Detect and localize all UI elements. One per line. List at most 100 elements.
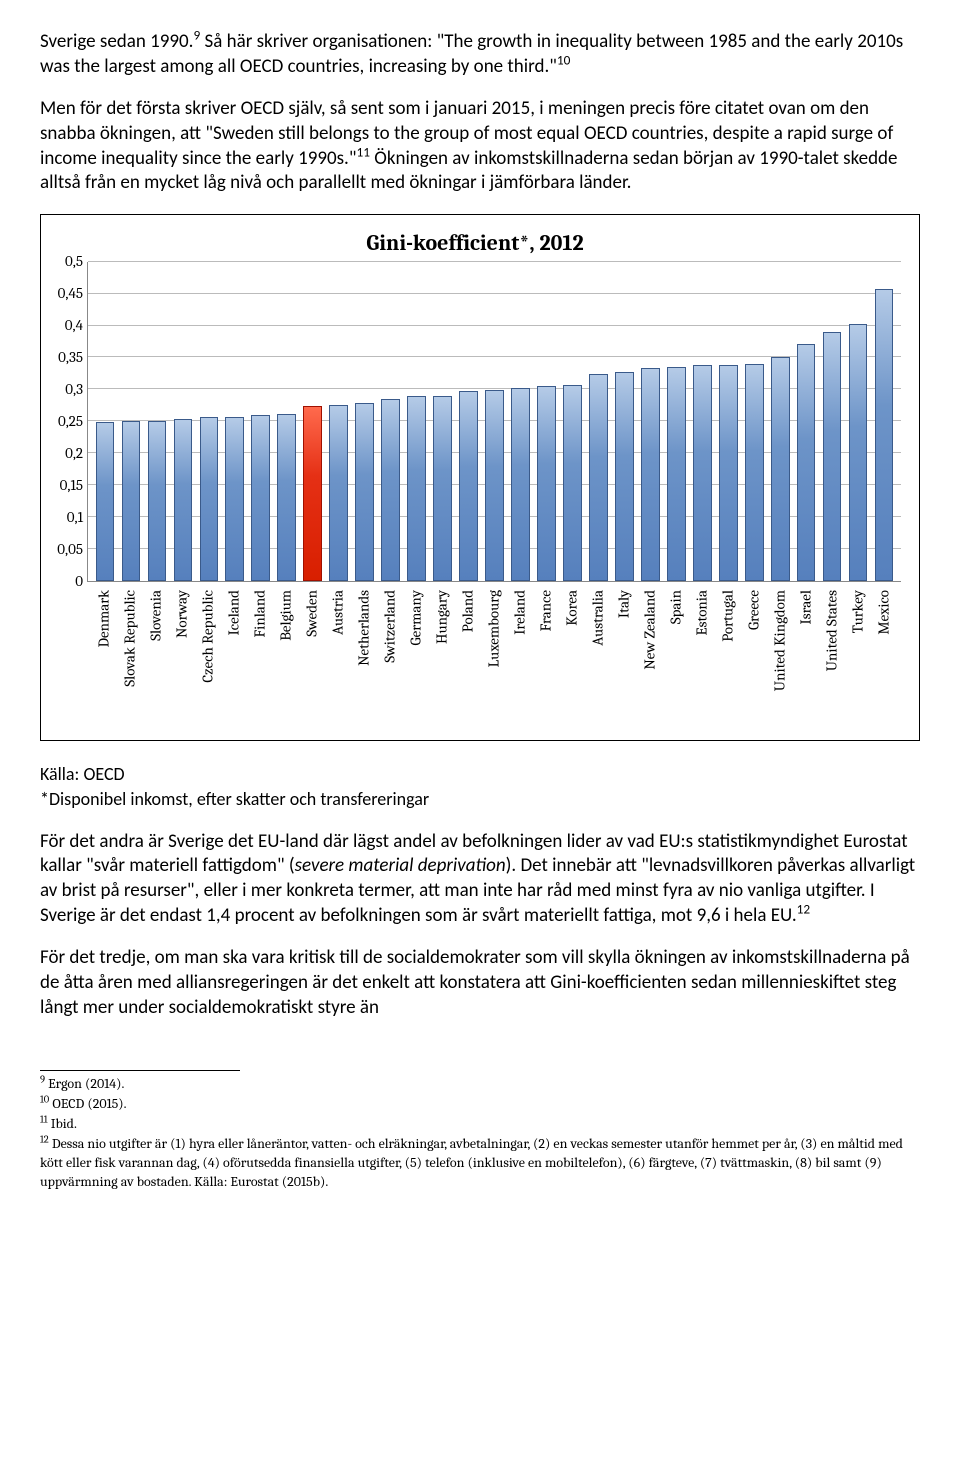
bar-slot — [248, 262, 274, 581]
bar-czech-republic — [200, 417, 219, 580]
footnote-12: 12 Dessa nio utgifter är (1) hyra eller … — [40, 1135, 920, 1192]
bar-slot — [482, 262, 508, 581]
bar-poland — [459, 391, 478, 581]
bar-slot — [637, 262, 663, 581]
p1-text-a: Sverige sedan 1990. — [40, 30, 193, 53]
bar-slovenia — [148, 421, 167, 581]
y-tick-label: 0,5 — [49, 252, 83, 272]
bar-slot — [378, 262, 404, 581]
bar-slot — [689, 262, 715, 581]
x-slot: New Zealand — [637, 584, 663, 722]
bar-finland — [251, 415, 270, 581]
x-slot: Estonia — [689, 584, 715, 722]
x-slot: Italy — [611, 584, 637, 722]
bar-slot — [767, 262, 793, 581]
x-label: Belgium — [276, 590, 296, 641]
bar-australia — [589, 374, 608, 581]
bar-spain — [667, 367, 686, 581]
x-label: United States — [822, 590, 842, 671]
bar-slot — [611, 262, 637, 581]
bar-slot — [456, 262, 482, 581]
y-tick-label: 0,05 — [49, 540, 83, 560]
x-label: United Kingdom — [770, 590, 790, 691]
x-slot: Belgium — [273, 584, 299, 722]
bar-switzerland — [381, 399, 400, 581]
x-label: Czech Republic — [198, 590, 218, 683]
x-slot: Switzerland — [377, 584, 403, 722]
x-slot: Greece — [741, 584, 767, 722]
bar-slot — [741, 262, 767, 581]
bar-slot — [144, 262, 170, 581]
x-label: Greece — [744, 590, 764, 630]
x-slot: Spain — [663, 584, 689, 722]
bar-hungary — [433, 396, 452, 580]
fnref-12: 12 — [797, 900, 810, 917]
x-slot: Portugal — [715, 584, 741, 722]
x-label: Finland — [250, 590, 270, 637]
x-slot: Czech Republic — [195, 584, 221, 722]
bar-austria — [329, 405, 348, 581]
x-slot: Korea — [559, 584, 585, 722]
footnote-11: 11 Ibid. — [40, 1115, 920, 1134]
bar-estonia — [693, 365, 712, 581]
x-label: Norway — [172, 590, 192, 638]
chart-source-line2: *Disponibel inkomst, efter skatter och t… — [40, 788, 920, 811]
x-label: Israel — [796, 590, 816, 624]
bar-slovak-republic — [122, 421, 141, 581]
x-slot: France — [533, 584, 559, 722]
x-slot: Slovak Republic — [117, 584, 143, 722]
x-slot: Israel — [793, 584, 819, 722]
paragraph-2: Men för det första skriver OECD själv, s… — [40, 97, 920, 196]
bar-italy — [615, 372, 634, 581]
y-tick-label: 0,35 — [49, 348, 83, 368]
bar-ireland — [511, 388, 530, 581]
y-tick-label: 0 — [49, 572, 83, 592]
x-label: Italy — [614, 590, 634, 618]
x-label: Sweden — [302, 590, 322, 637]
x-label: Slovenia — [146, 590, 166, 641]
bar-mexico — [875, 289, 894, 581]
bar-slot — [559, 262, 585, 581]
bar-slot — [352, 262, 378, 581]
y-tick-label: 0,4 — [49, 316, 83, 336]
footnote-10: 10 OECD (2015). — [40, 1095, 920, 1114]
bar-united-kingdom — [771, 357, 790, 581]
x-labels: DenmarkSlovak RepublicSlovenia Norway Czec… — [87, 584, 901, 722]
bar-slot — [845, 262, 871, 581]
x-label: Germany — [406, 590, 426, 646]
x-slot: Poland — [455, 584, 481, 722]
footnote-9-text: Ergon (2014). — [48, 1075, 124, 1092]
footnote-11-text: Ibid. — [51, 1115, 77, 1132]
bar-norway — [174, 419, 193, 580]
bar-slot — [533, 262, 559, 581]
x-slot: Mexico — [871, 584, 897, 722]
x-label: Spain — [666, 590, 686, 624]
bar-slot — [274, 262, 300, 581]
bar-slot — [170, 262, 196, 581]
x-label: Denmark — [94, 590, 114, 647]
footnotes-separator — [40, 1070, 240, 1071]
bar-slot — [196, 262, 222, 581]
bar-turkey — [849, 324, 868, 580]
bar-israel — [797, 344, 816, 581]
bar-slot — [404, 262, 430, 581]
y-axis: 00,050,10,150,20,250,30,350,40,450,5 — [49, 262, 87, 722]
plot-wrap: DenmarkSlovak RepublicSlovenia Norway Czec… — [87, 262, 901, 722]
bar-germany — [407, 396, 426, 580]
bar-new-zealand — [641, 368, 660, 580]
x-slot: Norway — [169, 584, 195, 722]
x-slot: United Kingdom — [767, 584, 793, 722]
y-tick-label: 0,2 — [49, 444, 83, 464]
footnotes: 9 Ergon (2014). 10 OECD (2015). 11 Ibid.… — [40, 1075, 920, 1191]
fnref-10: 10 — [557, 51, 570, 68]
x-label: Australia — [588, 590, 608, 646]
bar-slot — [793, 262, 819, 581]
paragraph-4: För det tredje, om man ska vara kritisk … — [40, 946, 920, 1020]
x-label: Switzerland — [380, 590, 400, 663]
y-tick-label: 0,1 — [49, 508, 83, 528]
bar-slot — [819, 262, 845, 581]
fnref-11: 11 — [356, 143, 369, 160]
bar-slot — [663, 262, 689, 581]
x-slot: United States — [819, 584, 845, 722]
x-slot: Finland — [247, 584, 273, 722]
